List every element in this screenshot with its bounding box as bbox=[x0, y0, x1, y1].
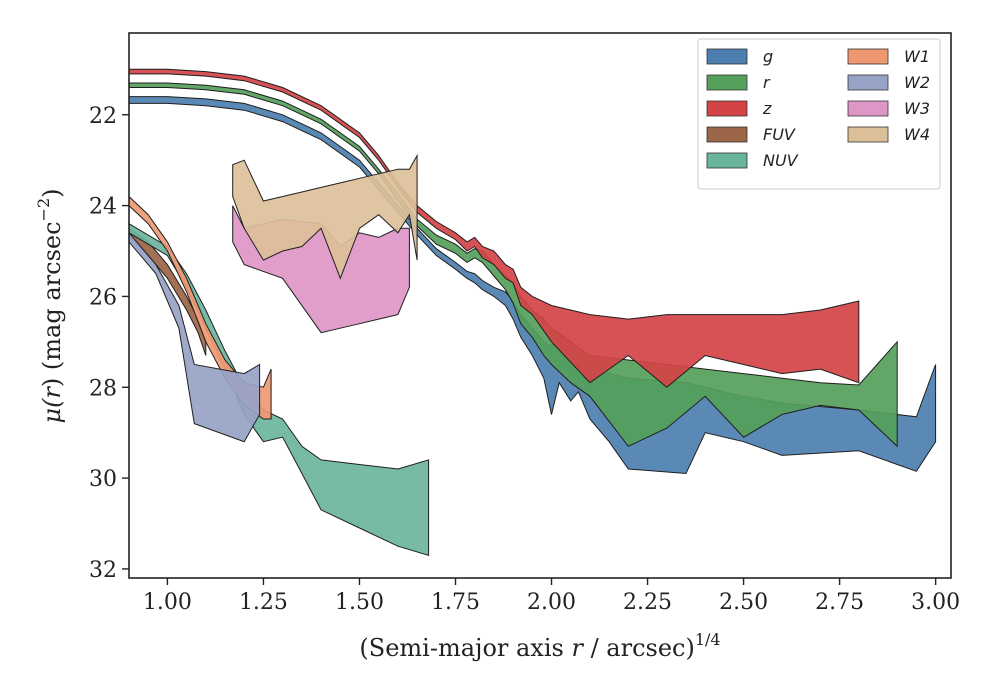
x-axis-label: (Semi-major axis r / arcsec)1/4 bbox=[359, 630, 720, 662]
y-tick-label: 22 bbox=[89, 104, 117, 129]
legend-swatch-r bbox=[706, 74, 748, 91]
legend-label-w4: W4 bbox=[904, 125, 930, 144]
legend-label-z: z bbox=[762, 99, 772, 118]
legend-swatch-z bbox=[706, 100, 748, 117]
x-tick-label: 2.50 bbox=[719, 590, 768, 615]
legend-label-nuv: NUV bbox=[763, 151, 799, 170]
legend-swatch-w3 bbox=[847, 100, 889, 117]
x-tick-label: 1.50 bbox=[335, 590, 384, 615]
legend-label-w1: W1 bbox=[904, 47, 930, 66]
y-tick-label: 26 bbox=[89, 285, 117, 310]
y-axis-label: μ(r) (mag arcsec−2) bbox=[34, 188, 66, 423]
legend: grz FUV NUV W1 W2 W3 W4 bbox=[697, 38, 941, 190]
legend-swatch-w2 bbox=[847, 74, 889, 91]
band-w4 bbox=[232, 153, 418, 280]
y-tick-label: 30 bbox=[89, 467, 117, 492]
x-tick-label: 2.25 bbox=[623, 590, 672, 615]
x-tick-label: 1.75 bbox=[431, 590, 480, 615]
legend-swatch-fuv bbox=[706, 126, 748, 143]
y-tick-label: 28 bbox=[89, 376, 117, 401]
plot-frame bbox=[128, 32, 952, 579]
band-w2 bbox=[128, 231, 261, 443]
x-axis-ticks: 1.00 1.25 1.50 1.75 2.00 2.25 2.50 2.75 3.00 bbox=[143, 578, 960, 615]
x-tick-label: 3.00 bbox=[911, 590, 960, 615]
legend-label-w3: W3 bbox=[904, 99, 930, 118]
legend-label-fuv: FUV bbox=[763, 125, 796, 144]
legend-swatch-nuv bbox=[706, 152, 748, 169]
legend-label-w2: W2 bbox=[904, 73, 930, 92]
x-tick-label: 1.25 bbox=[239, 590, 288, 615]
band-r bbox=[128, 82, 898, 448]
legend-swatch-w4 bbox=[847, 126, 889, 143]
y-axis-ticks: 22 24 26 28 30 32 bbox=[89, 104, 129, 583]
legend-swatch-g bbox=[706, 48, 748, 65]
legend-label-r: r bbox=[763, 73, 771, 92]
x-tick-label: 2.00 bbox=[527, 590, 576, 615]
band-g bbox=[128, 96, 937, 475]
legend-swatch-w1 bbox=[847, 48, 889, 65]
x-tick-label: 1.00 bbox=[143, 590, 192, 615]
x-tick-label: 2.75 bbox=[815, 590, 864, 615]
profile-bands bbox=[128, 68, 937, 556]
legend-label-g: g bbox=[763, 47, 773, 66]
y-tick-label: 32 bbox=[89, 558, 117, 583]
y-tick-label: 24 bbox=[89, 195, 117, 220]
